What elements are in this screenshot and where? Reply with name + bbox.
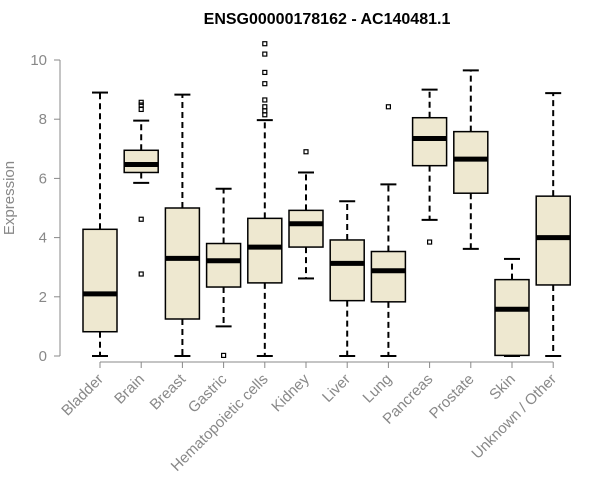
iqr-box (247, 217, 283, 284)
outlier-point (303, 149, 309, 155)
outlier-point (138, 216, 144, 222)
x-tick-label: Brain (111, 371, 148, 408)
box-prostate (453, 69, 489, 250)
box-kidney (288, 149, 324, 280)
y-tick-label: 10 (30, 52, 47, 69)
x-tick-label: Kidney (268, 370, 313, 415)
outlier-point (262, 41, 268, 47)
iqr-box (411, 116, 448, 167)
box-bladder (82, 91, 118, 357)
y-tick-label: 6 (39, 170, 47, 187)
iqr-box (205, 242, 242, 288)
x-tick-label: Skin (486, 371, 519, 404)
iqr-box (453, 130, 489, 194)
outlier-point (427, 239, 433, 245)
x-tick-label: Bladder (58, 371, 107, 420)
box-gastric (205, 187, 242, 359)
outlier-point (138, 271, 144, 277)
y-tick-label: 4 (39, 230, 47, 247)
outlier-point (262, 81, 268, 87)
box-brain (123, 99, 159, 277)
outlier-point (138, 106, 144, 113)
iqr-box (82, 228, 118, 333)
iqr-box (370, 250, 407, 303)
box-hematopoietic-cells (247, 41, 283, 357)
y-tick-label: 0 (39, 348, 47, 365)
x-tick-label: Breast (147, 370, 190, 413)
x-tick-label: Lung (360, 371, 396, 407)
y-tick-label: 2 (39, 289, 47, 306)
outlier-point (262, 97, 268, 103)
y-tick-label: 8 (39, 111, 47, 128)
outlier-point (138, 99, 144, 105)
outlier-point (138, 102, 144, 108)
box-unknown-other (535, 92, 571, 357)
box-series (82, 41, 571, 359)
outlier-point (385, 104, 391, 110)
box-lung (370, 104, 407, 357)
iqr-box (164, 207, 201, 320)
iqr-box (329, 239, 365, 302)
outlier-point (262, 104, 268, 110)
box-pancreas (411, 88, 448, 245)
x-tick-label: Prostate (426, 371, 478, 423)
outlier-point (262, 51, 268, 57)
iqr-box (535, 195, 571, 286)
box-liver (329, 200, 365, 357)
iqr-box (288, 209, 324, 248)
y-axis-label: Expression (1, 161, 18, 235)
y-axis: 0 2 4 6 8 10 (30, 52, 61, 365)
iqr-box (494, 278, 530, 357)
box-skin (494, 257, 530, 357)
outlier-point (262, 108, 268, 114)
box-breast (164, 93, 201, 357)
outlier-point (221, 352, 227, 359)
x-tick-label: Liver (319, 371, 354, 406)
iqr-box (123, 149, 159, 174)
outlier-point (262, 69, 268, 76)
chart-title: ENSG00000178162 - AC140481.1 (204, 11, 451, 28)
